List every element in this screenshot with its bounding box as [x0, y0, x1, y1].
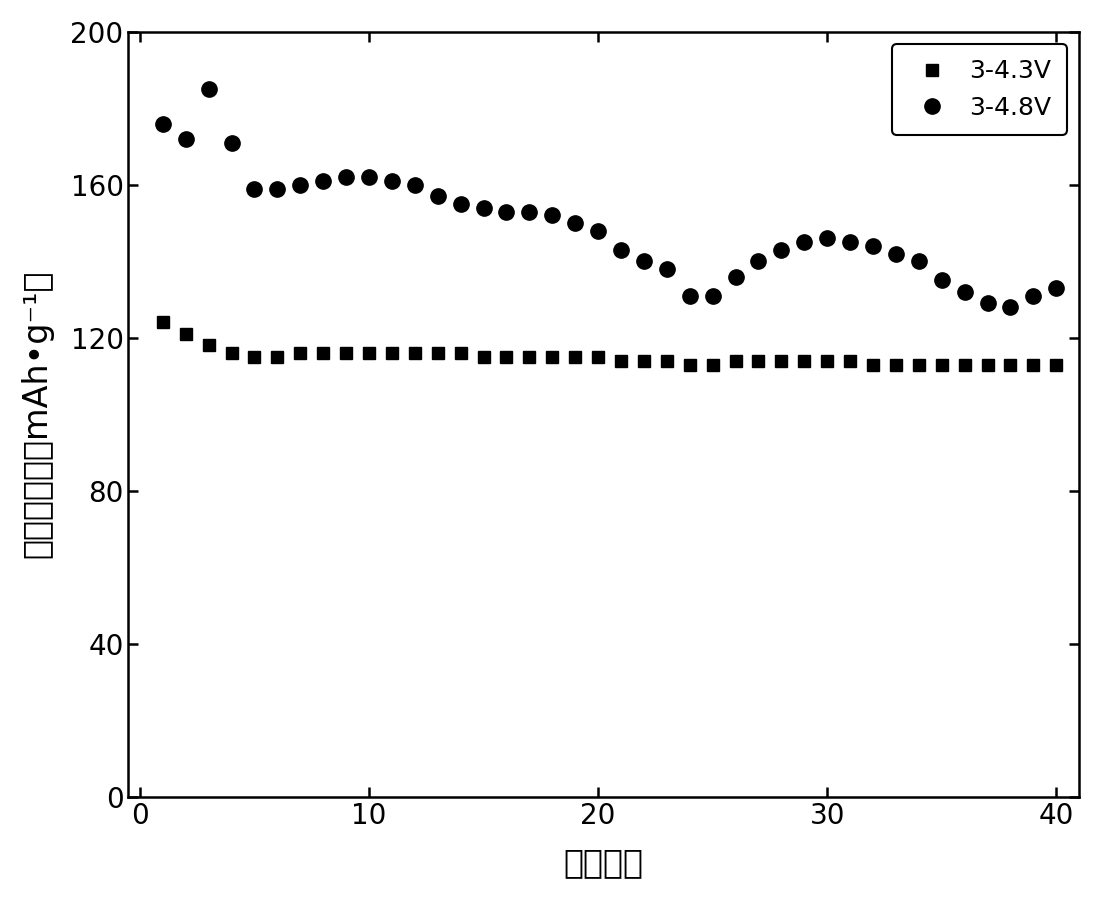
- Legend: 3-4.3V, 3-4.8V: 3-4.3V, 3-4.8V: [892, 44, 1067, 135]
- 3-4.3V: [431, 347, 444, 358]
- 3-4.8V: [546, 210, 559, 220]
- 3-4.8V: [454, 199, 467, 210]
- 3-4.3V: [592, 352, 605, 363]
- 3-4.3V: [1026, 359, 1039, 370]
- 3-4.3V: [477, 352, 491, 363]
- 3-4.8V: [499, 206, 513, 217]
- 3-4.3V: [248, 352, 261, 363]
- Line: 3-4.8V: 3-4.8V: [155, 82, 1064, 315]
- 3-4.8V: [1004, 302, 1018, 312]
- 3-4.3V: [935, 359, 948, 370]
- 3-4.8V: [248, 184, 261, 194]
- 3-4.8V: [844, 237, 857, 248]
- 3-4.3V: [294, 347, 307, 358]
- 3-4.3V: [179, 328, 192, 339]
- 3-4.3V: [729, 356, 743, 366]
- Line: 3-4.3V: 3-4.3V: [156, 316, 1063, 371]
- 3-4.3V: [867, 359, 880, 370]
- 3-4.3V: [615, 356, 628, 366]
- 3-4.3V: [774, 356, 788, 366]
- 3-4.8V: [798, 237, 811, 248]
- 3-4.8V: [774, 245, 788, 256]
- 3-4.3V: [706, 359, 719, 370]
- 3-4.8V: [522, 206, 536, 217]
- 3-4.8V: [271, 184, 284, 194]
- 3-4.8V: [912, 256, 925, 266]
- 3-4.3V: [752, 356, 766, 366]
- 3-4.8V: [752, 256, 766, 266]
- 3-4.8V: [179, 133, 192, 144]
- 3-4.3V: [340, 347, 353, 358]
- 3-4.3V: [202, 340, 216, 351]
- 3-4.3V: [569, 352, 582, 363]
- 3-4.8V: [981, 298, 994, 309]
- 3-4.8V: [294, 179, 307, 190]
- 3-4.3V: [981, 359, 994, 370]
- 3-4.8V: [867, 240, 880, 251]
- 3-4.8V: [935, 275, 948, 286]
- 3-4.8V: [637, 256, 650, 266]
- 3-4.8V: [569, 218, 582, 229]
- Y-axis label: 放电容量／（mAh•g⁻¹）: 放电容量／（mAh•g⁻¹）: [21, 270, 54, 559]
- 3-4.3V: [958, 359, 971, 370]
- 3-4.8V: [431, 191, 444, 202]
- 3-4.8V: [729, 271, 743, 282]
- 3-4.3V: [271, 352, 284, 363]
- 3-4.3V: [844, 356, 857, 366]
- 3-4.8V: [340, 172, 353, 183]
- 3-4.8V: [889, 248, 902, 259]
- 3-4.3V: [156, 317, 169, 328]
- X-axis label: 循环次数: 循环次数: [564, 846, 644, 879]
- 3-4.3V: [499, 352, 513, 363]
- 3-4.3V: [1049, 359, 1063, 370]
- 3-4.3V: [408, 347, 421, 358]
- 3-4.8V: [592, 225, 605, 236]
- 3-4.8V: [958, 286, 971, 297]
- 3-4.3V: [385, 347, 398, 358]
- 3-4.8V: [408, 179, 421, 190]
- 3-4.8V: [385, 176, 398, 186]
- 3-4.8V: [156, 118, 169, 129]
- 3-4.3V: [226, 347, 239, 358]
- 3-4.8V: [683, 291, 696, 302]
- 3-4.8V: [1049, 283, 1063, 293]
- 3-4.3V: [889, 359, 902, 370]
- 3-4.8V: [226, 138, 239, 148]
- 3-4.3V: [660, 356, 673, 366]
- 3-4.8V: [615, 245, 628, 256]
- 3-4.3V: [798, 356, 811, 366]
- 3-4.3V: [821, 356, 834, 366]
- 3-4.8V: [1026, 291, 1039, 302]
- 3-4.3V: [1004, 359, 1018, 370]
- 3-4.3V: [362, 347, 375, 358]
- 3-4.3V: [522, 352, 536, 363]
- 3-4.8V: [477, 202, 491, 213]
- 3-4.8V: [317, 176, 330, 186]
- 3-4.3V: [317, 347, 330, 358]
- 3-4.3V: [546, 352, 559, 363]
- 3-4.8V: [821, 233, 834, 244]
- 3-4.8V: [362, 172, 375, 183]
- 3-4.8V: [706, 291, 719, 302]
- 3-4.8V: [202, 84, 216, 94]
- 3-4.3V: [912, 359, 925, 370]
- 3-4.3V: [454, 347, 467, 358]
- 3-4.3V: [637, 356, 650, 366]
- 3-4.8V: [660, 264, 673, 274]
- 3-4.3V: [683, 359, 696, 370]
